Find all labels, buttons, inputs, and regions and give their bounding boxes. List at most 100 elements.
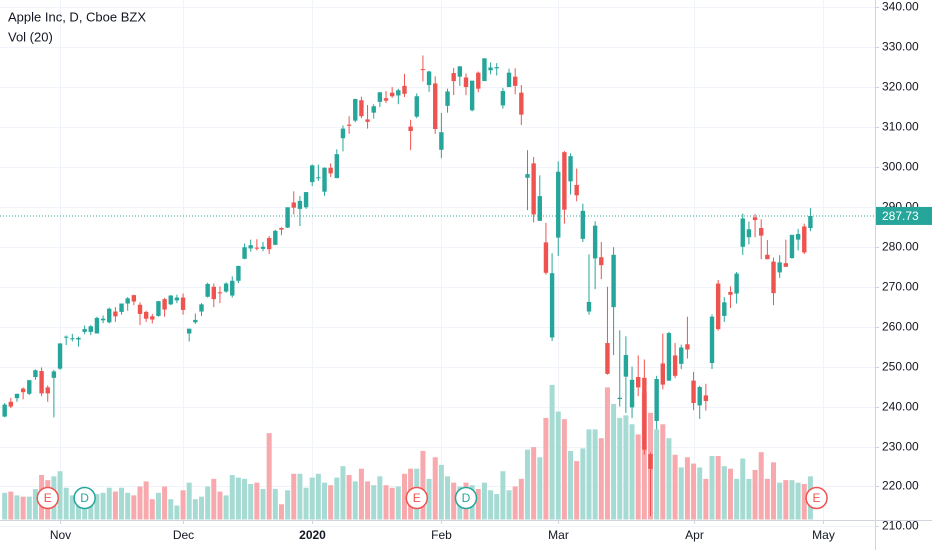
volume-bar — [691, 463, 697, 520]
volume-bar — [500, 471, 506, 520]
volume-bar — [734, 478, 740, 520]
candle-body — [230, 280, 235, 296]
volume-bar — [75, 496, 81, 520]
candle-body — [654, 379, 659, 421]
volume-bar — [149, 499, 155, 520]
candle-body — [574, 184, 579, 196]
volume-bar — [137, 486, 143, 520]
candle-body — [143, 311, 149, 319]
candle-body — [648, 454, 653, 469]
candle-body — [316, 177, 321, 179]
candle-body — [57, 343, 63, 369]
volume-bar — [586, 429, 592, 520]
candle-body — [519, 92, 524, 115]
candle-body — [211, 286, 216, 300]
candle-body — [113, 311, 118, 317]
event-marker — [805, 486, 828, 510]
volume-bar — [488, 490, 494, 520]
candle-body — [365, 119, 370, 122]
candle-body — [186, 328, 192, 334]
volume-bar — [746, 478, 752, 520]
candle-body — [414, 96, 419, 117]
candle-body — [322, 167, 327, 192]
candle-body — [168, 295, 173, 305]
candle-body — [506, 72, 512, 88]
candle-body — [2, 404, 7, 417]
volume-bar — [494, 494, 500, 520]
volume-bar — [555, 411, 561, 520]
event-marker — [454, 486, 478, 510]
candle-body — [623, 355, 629, 377]
candle-body — [119, 303, 124, 312]
candle-body — [131, 295, 137, 302]
volume-bar — [315, 473, 321, 520]
candle-body — [8, 401, 14, 407]
candle-body — [389, 92, 395, 97]
candle-body — [789, 234, 795, 259]
candle-body — [371, 106, 376, 113]
volume-bar — [506, 490, 512, 520]
candle-body — [100, 318, 106, 321]
volume-bar — [112, 491, 118, 520]
candle-body — [193, 319, 198, 323]
candle-body — [51, 371, 57, 378]
candle-body — [476, 72, 481, 89]
candle-body — [217, 292, 223, 294]
candle-layer — [2, 55, 813, 517]
volume-bar — [420, 450, 426, 520]
candle-body — [353, 99, 358, 121]
volume-bar — [217, 491, 223, 520]
candle-body — [795, 234, 801, 240]
candle-body — [82, 329, 87, 332]
candle-body — [666, 333, 672, 381]
candle-body — [359, 100, 364, 117]
volume-bar — [672, 454, 678, 520]
volume-bar — [57, 471, 63, 520]
volume-bar — [543, 417, 549, 520]
candle-body — [451, 73, 456, 82]
candle-body — [396, 90, 401, 96]
candle-body — [162, 299, 167, 310]
volume-bar — [358, 468, 364, 520]
candle-body — [728, 291, 733, 295]
event-label: D — [462, 491, 471, 505]
candle-body — [512, 76, 518, 86]
volume-bar — [481, 482, 487, 520]
y-tick-label: 340.00 — [882, 0, 919, 14]
volume-bar — [106, 487, 112, 520]
volume-bar — [162, 486, 168, 520]
volume-bar — [14, 495, 20, 520]
x-tick-label: Mar — [548, 528, 569, 542]
candle-body — [297, 200, 303, 209]
candle-body — [33, 370, 38, 378]
y-tick-label: 230.00 — [882, 440, 919, 454]
volume-bar — [795, 482, 801, 520]
volume-bar — [334, 477, 340, 520]
volume-bar — [235, 477, 241, 520]
volume-bar — [365, 481, 371, 520]
y-tick-label: 310.00 — [882, 120, 919, 134]
candle-body — [340, 128, 346, 139]
candle-body — [94, 317, 100, 334]
event-label: E — [413, 491, 421, 505]
volume-bar — [395, 486, 401, 520]
volume-bar — [377, 476, 383, 520]
candle-body — [420, 69, 426, 71]
volume-bar — [426, 478, 432, 520]
candle-body — [562, 152, 567, 210]
candle-body — [76, 337, 81, 340]
candle-body — [617, 397, 622, 399]
volume-bar — [278, 504, 284, 520]
volume-bar — [684, 457, 690, 520]
volume-bar — [617, 417, 623, 520]
candle-body — [291, 202, 296, 208]
volume-bar — [727, 468, 733, 520]
candle-body — [482, 58, 487, 82]
y-tick-label: 210.00 — [882, 519, 919, 533]
candle-body — [586, 301, 592, 312]
volume-bar — [168, 499, 174, 520]
volume-bar — [272, 489, 278, 520]
volume-bar — [100, 492, 106, 520]
volume-bar — [131, 495, 137, 520]
volume-bar — [475, 489, 481, 520]
